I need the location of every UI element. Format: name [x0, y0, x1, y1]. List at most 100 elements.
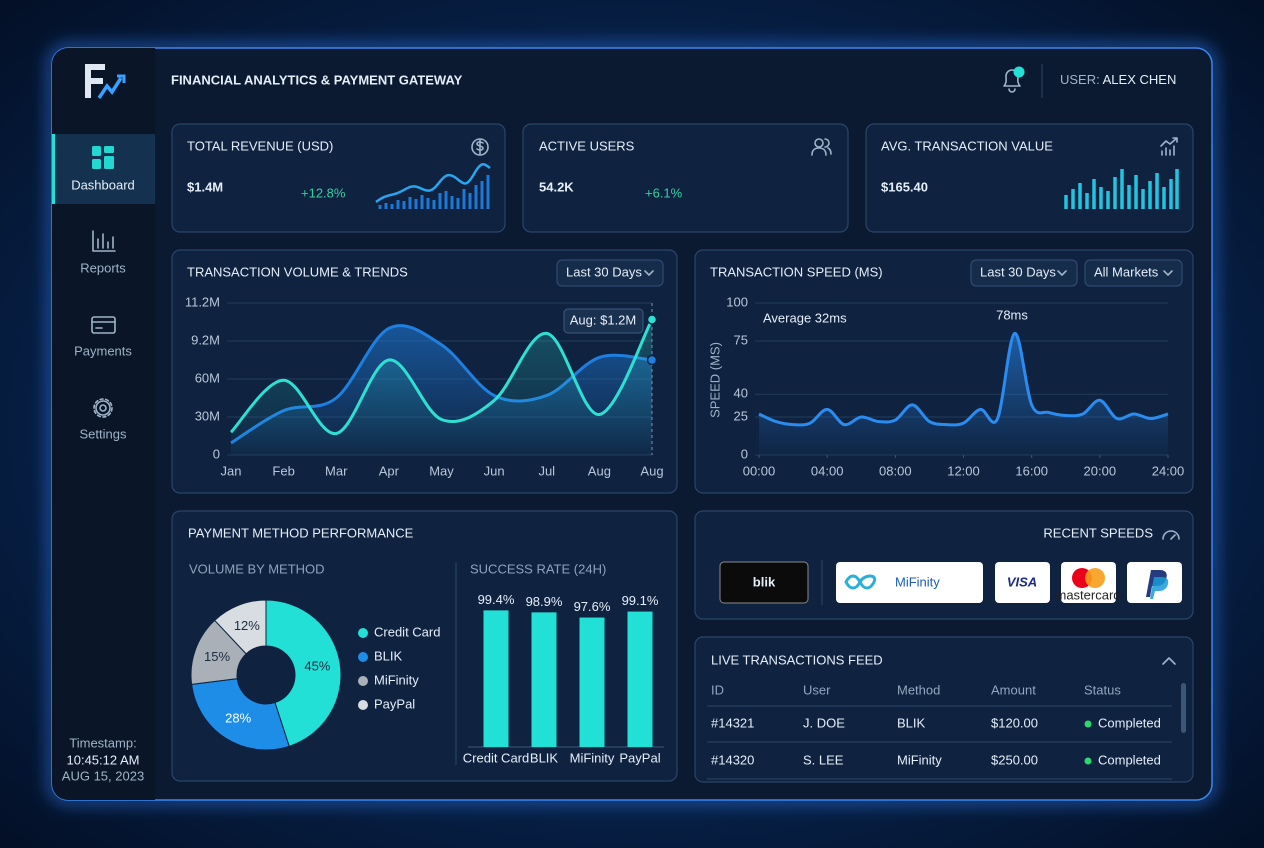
bar-value-label: 98.9% — [526, 594, 563, 609]
bar-value-label: 99.4% — [478, 592, 515, 607]
x-tick-label: BLIK — [530, 750, 559, 765]
series-area — [759, 333, 1168, 455]
logo-text: mastercard — [1055, 587, 1120, 602]
nav-payments[interactable]: Payments — [74, 316, 132, 358]
tooltip-text: Aug: $1.2M — [570, 312, 637, 327]
logo-paypal[interactable] — [1127, 562, 1182, 603]
cell: $120.00 — [991, 715, 1038, 730]
legend-label: MiFinity — [374, 672, 419, 687]
x-tick-label: Aug — [640, 463, 663, 478]
bar — [531, 612, 557, 747]
column-header: Amount — [991, 682, 1036, 697]
legend-label: BLIK — [374, 648, 403, 663]
nav-label[interactable]: Settings — [80, 426, 127, 441]
point — [646, 354, 658, 366]
filter-label[interactable]: Last 30 Days — [566, 264, 642, 279]
subtitle: VOLUME BY METHOD — [189, 561, 325, 576]
x-tick-label: 04:00 — [811, 463, 844, 478]
x-tick-label: Jul — [538, 463, 555, 478]
x-tick-label: Mar — [325, 463, 348, 478]
kpi-value: $165.40 — [881, 179, 928, 194]
panel-title: PAYMENT METHOD PERFORMANCE — [188, 525, 414, 540]
cell: $250.00 — [991, 752, 1038, 767]
y-tick-label: 25 — [734, 408, 748, 423]
legend-swatch — [358, 652, 368, 662]
slice-label: 45% — [304, 658, 330, 673]
subtitle: SUCCESS RATE (24H) — [470, 561, 606, 576]
bar — [483, 610, 509, 747]
nav-label[interactable]: Reports — [80, 260, 126, 275]
logo-mifinity[interactable]: MiFinity — [836, 562, 983, 603]
nav-reports[interactable]: Reports — [80, 230, 126, 275]
annotation: Average 32ms — [763, 310, 847, 325]
y-tick-label: 100 — [726, 294, 748, 309]
cell: Completed — [1098, 715, 1161, 730]
collapse-icon[interactable] — [1162, 657, 1176, 665]
scrollbar[interactable] — [1181, 683, 1186, 733]
kpi-value: 54.2K — [539, 179, 574, 194]
y-tick-label: 60M — [195, 370, 220, 385]
cell: S. LEE — [803, 752, 844, 767]
cell: BLIK — [897, 715, 926, 730]
logo — [85, 64, 126, 99]
column-header: ID — [711, 682, 724, 697]
x-tick-label: Jun — [484, 463, 505, 478]
x-tick-label: MiFinity — [570, 750, 615, 765]
pie-slice — [191, 678, 290, 751]
logo-mastercard[interactable]: mastercard — [1055, 562, 1121, 603]
cell: Completed — [1098, 752, 1161, 767]
x-tick-label: Apr — [379, 463, 400, 478]
column-header: Status — [1084, 682, 1121, 697]
user-name: ALEX CHEN — [1103, 72, 1177, 87]
panel-title: TRANSACTION SPEED (MS) — [710, 264, 883, 279]
filter-label[interactable]: Last 30 Days — [980, 264, 1056, 279]
x-tick-label: 08:00 — [879, 463, 912, 478]
notification-bell[interactable] — [1003, 66, 1025, 93]
logo-blik[interactable]: blik — [719, 561, 809, 604]
logo-text: VISA — [1007, 574, 1037, 589]
x-tick-label: 20:00 — [1084, 463, 1117, 478]
cell: MiFinity — [897, 752, 942, 767]
nav-dashboard[interactable]: Dashboard — [71, 146, 135, 192]
status-dot — [1084, 720, 1092, 728]
x-tick-label: Credit Card — [463, 750, 529, 765]
cell: J. DOE — [803, 715, 845, 730]
x-tick-label: Feb — [272, 463, 294, 478]
status-dot — [1084, 757, 1092, 765]
x-tick-label: Aug — [588, 463, 611, 478]
user-info[interactable]: USER: ALEX CHEN — [1060, 72, 1176, 87]
y-tick-label: 9.2M — [191, 332, 220, 347]
bar — [627, 611, 653, 747]
nav-settings[interactable]: Settings — [80, 398, 127, 441]
y-tick-label: 0 — [741, 446, 748, 461]
slice-label: 12% — [234, 618, 260, 633]
filter-dropdown[interactable]: Last 30 Days — [970, 259, 1078, 287]
filter-dropdown[interactable]: Last 30 Days — [556, 259, 664, 287]
nav-label[interactable]: Payments — [74, 343, 132, 358]
kpi-change: +6.1% — [645, 185, 683, 200]
legend-label: Credit Card — [374, 624, 440, 639]
timestamp-time: 10:45:12 AM — [67, 752, 140, 767]
cell: #14321 — [711, 715, 754, 730]
nav-label[interactable]: Dashboard — [71, 177, 135, 192]
y-tick-label: 30M — [195, 408, 220, 423]
annotation: 78ms — [996, 307, 1028, 322]
kpi-icon — [1160, 137, 1178, 156]
panel — [694, 636, 1194, 783]
x-tick-label: 16:00 — [1015, 463, 1048, 478]
legend-swatch — [358, 628, 368, 638]
x-tick-label: 24:00 — [1152, 463, 1185, 478]
app-title: FINANCIAL ANALYTICS & PAYMENT GATEWAY — [171, 72, 463, 87]
kpi-value: $1.4M — [187, 179, 223, 194]
filter-label[interactable]: All Markets — [1094, 264, 1159, 279]
pie-slice — [213, 599, 267, 655]
legend-swatch — [358, 700, 368, 710]
legend-swatch — [358, 676, 368, 686]
timestamp-label: Timestamp: — [69, 735, 136, 750]
kpi-card — [522, 123, 849, 233]
column-header: User — [803, 682, 831, 697]
logo-visa[interactable]: VISA — [995, 562, 1050, 603]
filter-dropdown[interactable]: All Markets — [1084, 259, 1183, 287]
nav-active-bg — [52, 134, 155, 204]
kpi-title: AVG. TRANSACTION VALUE — [881, 138, 1053, 153]
